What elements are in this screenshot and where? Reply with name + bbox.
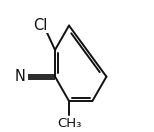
Text: CH₃: CH₃ [57, 117, 81, 130]
Text: N: N [14, 69, 25, 84]
Text: Cl: Cl [34, 18, 48, 33]
